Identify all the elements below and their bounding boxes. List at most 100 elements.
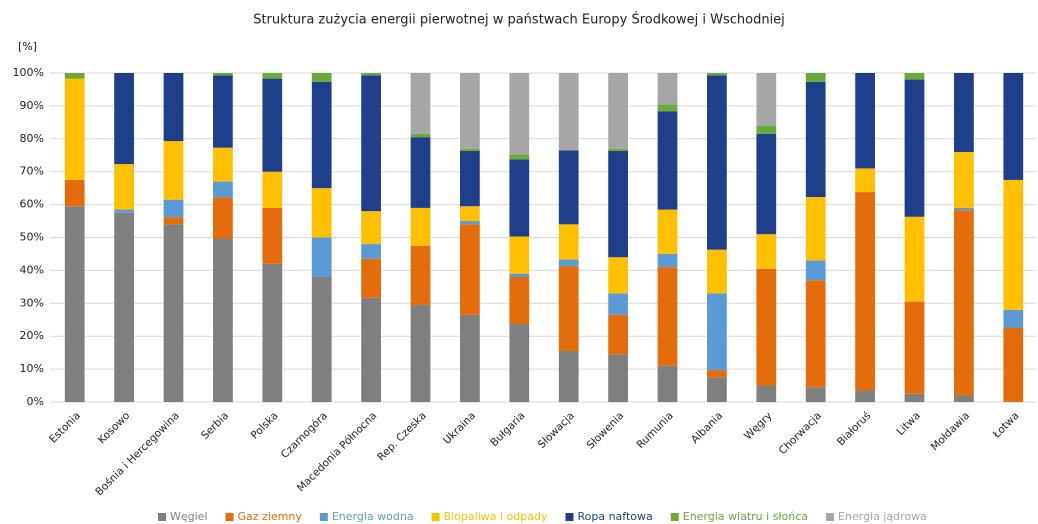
bar-segment	[954, 210, 974, 396]
bar-segment	[213, 181, 233, 198]
bar-segment	[509, 73, 530, 155]
bar-segment	[262, 263, 283, 402]
bar-segment	[262, 73, 283, 79]
bar-segment	[410, 133, 431, 138]
x-tick-label: Czarnogóra	[279, 410, 330, 461]
bar-segment	[558, 150, 579, 225]
y-tick-label: 10%	[20, 362, 44, 375]
bar-segment	[460, 148, 480, 151]
y-tick-label: 0%	[27, 395, 44, 408]
bar-segment	[954, 151, 974, 208]
bar-segment	[509, 276, 530, 325]
bar-segment	[509, 236, 530, 274]
y-tick-label: 50%	[20, 231, 44, 244]
legend-swatch	[158, 513, 166, 521]
bar-segment	[460, 73, 480, 149]
bar-segment	[361, 297, 381, 402]
bar-segment	[608, 314, 628, 355]
x-tick-label: Ukraina	[441, 410, 478, 447]
x-tick-label: Bułgaria	[488, 410, 527, 449]
bar-segment	[114, 164, 134, 210]
bar-segment	[657, 365, 678, 402]
bar-segment	[410, 207, 431, 246]
bar-segment	[707, 377, 727, 402]
bar-segment	[460, 221, 480, 225]
bar-segment	[608, 354, 628, 402]
legend-label: Gaz ziemny	[238, 510, 303, 523]
chart-title: Struktura zużycia energii pierwotnej w p…	[253, 12, 785, 28]
bar-segment	[311, 237, 332, 277]
bar-segment	[558, 224, 579, 260]
bar-segment	[460, 314, 480, 402]
bar-segment	[114, 209, 134, 213]
bar-segment	[756, 385, 777, 402]
bar-segment	[954, 73, 974, 152]
x-tick-label: Białoruś	[835, 410, 873, 448]
bar-segment	[657, 104, 678, 112]
legend-swatch	[826, 513, 835, 521]
x-tick-label: Chorwacja	[777, 410, 824, 457]
bar-segment	[657, 73, 678, 105]
bar-segment	[805, 73, 826, 82]
bar-segment	[805, 81, 826, 198]
bar-segment	[311, 188, 332, 238]
bar-segment	[64, 179, 85, 207]
bar-segment	[213, 197, 233, 239]
x-tick-label: Estonia	[47, 410, 83, 446]
bar-segment	[1003, 73, 1024, 180]
bar-segment	[707, 370, 727, 378]
bar-segment	[114, 212, 134, 402]
y-tick-label: 80%	[20, 132, 44, 145]
bar-segment	[904, 73, 925, 80]
y-tick-label: 30%	[20, 296, 44, 309]
bar-segment	[163, 224, 184, 402]
bar-segment	[361, 258, 381, 298]
x-tick-label: Serbia	[199, 410, 231, 442]
x-tick-label: Rep. Czeska	[375, 410, 429, 464]
bar-segment	[707, 293, 727, 371]
bar-segment	[805, 387, 826, 402]
bar-segment	[163, 217, 184, 225]
legend-label: Energia wodna	[332, 510, 414, 523]
bar-segment	[114, 73, 134, 165]
bar-segment	[657, 253, 678, 268]
bar-segment	[460, 224, 480, 315]
legend-swatch	[670, 513, 679, 521]
bar-segment	[756, 125, 777, 134]
legend-label: Energia jądrowa	[838, 510, 927, 523]
bar-segment	[904, 301, 925, 394]
bar-segment	[707, 73, 727, 76]
bar-segment	[756, 268, 777, 386]
bar-segment	[361, 75, 381, 212]
bar-segment	[262, 171, 283, 208]
x-tick-label: Rumunia	[634, 410, 675, 451]
legend-swatch	[225, 513, 234, 521]
bar-segment	[608, 73, 628, 149]
y-tick-label: 60%	[20, 198, 44, 211]
bar-segment	[163, 73, 184, 142]
bar-segment	[855, 192, 875, 391]
bar-segment	[64, 206, 85, 402]
x-tick-label: Węgry	[742, 410, 775, 443]
bar-segment	[904, 79, 925, 217]
bar-segment	[756, 73, 777, 126]
bar-segment	[509, 273, 530, 277]
bar-segment	[213, 73, 233, 76]
bar-segment	[163, 199, 184, 218]
bar-segment	[608, 257, 628, 294]
bar-segment	[657, 111, 678, 210]
bar-segment	[509, 154, 530, 160]
bar-segment	[311, 81, 332, 189]
bar-segment	[558, 73, 579, 151]
x-tick-label: Mołdawia	[929, 410, 972, 453]
legend-label: Ropa naftowa	[577, 510, 652, 523]
bar-segment	[707, 75, 727, 250]
legend-label: Węgiel	[170, 510, 208, 523]
x-tick-label: Słowacja	[536, 410, 577, 451]
bar-segment	[311, 276, 332, 402]
bar-segment	[558, 266, 579, 352]
legend-swatch	[319, 513, 328, 521]
bar-segment	[213, 238, 233, 402]
y-axis-label: [%]	[18, 40, 37, 53]
legend-swatch	[565, 513, 574, 521]
